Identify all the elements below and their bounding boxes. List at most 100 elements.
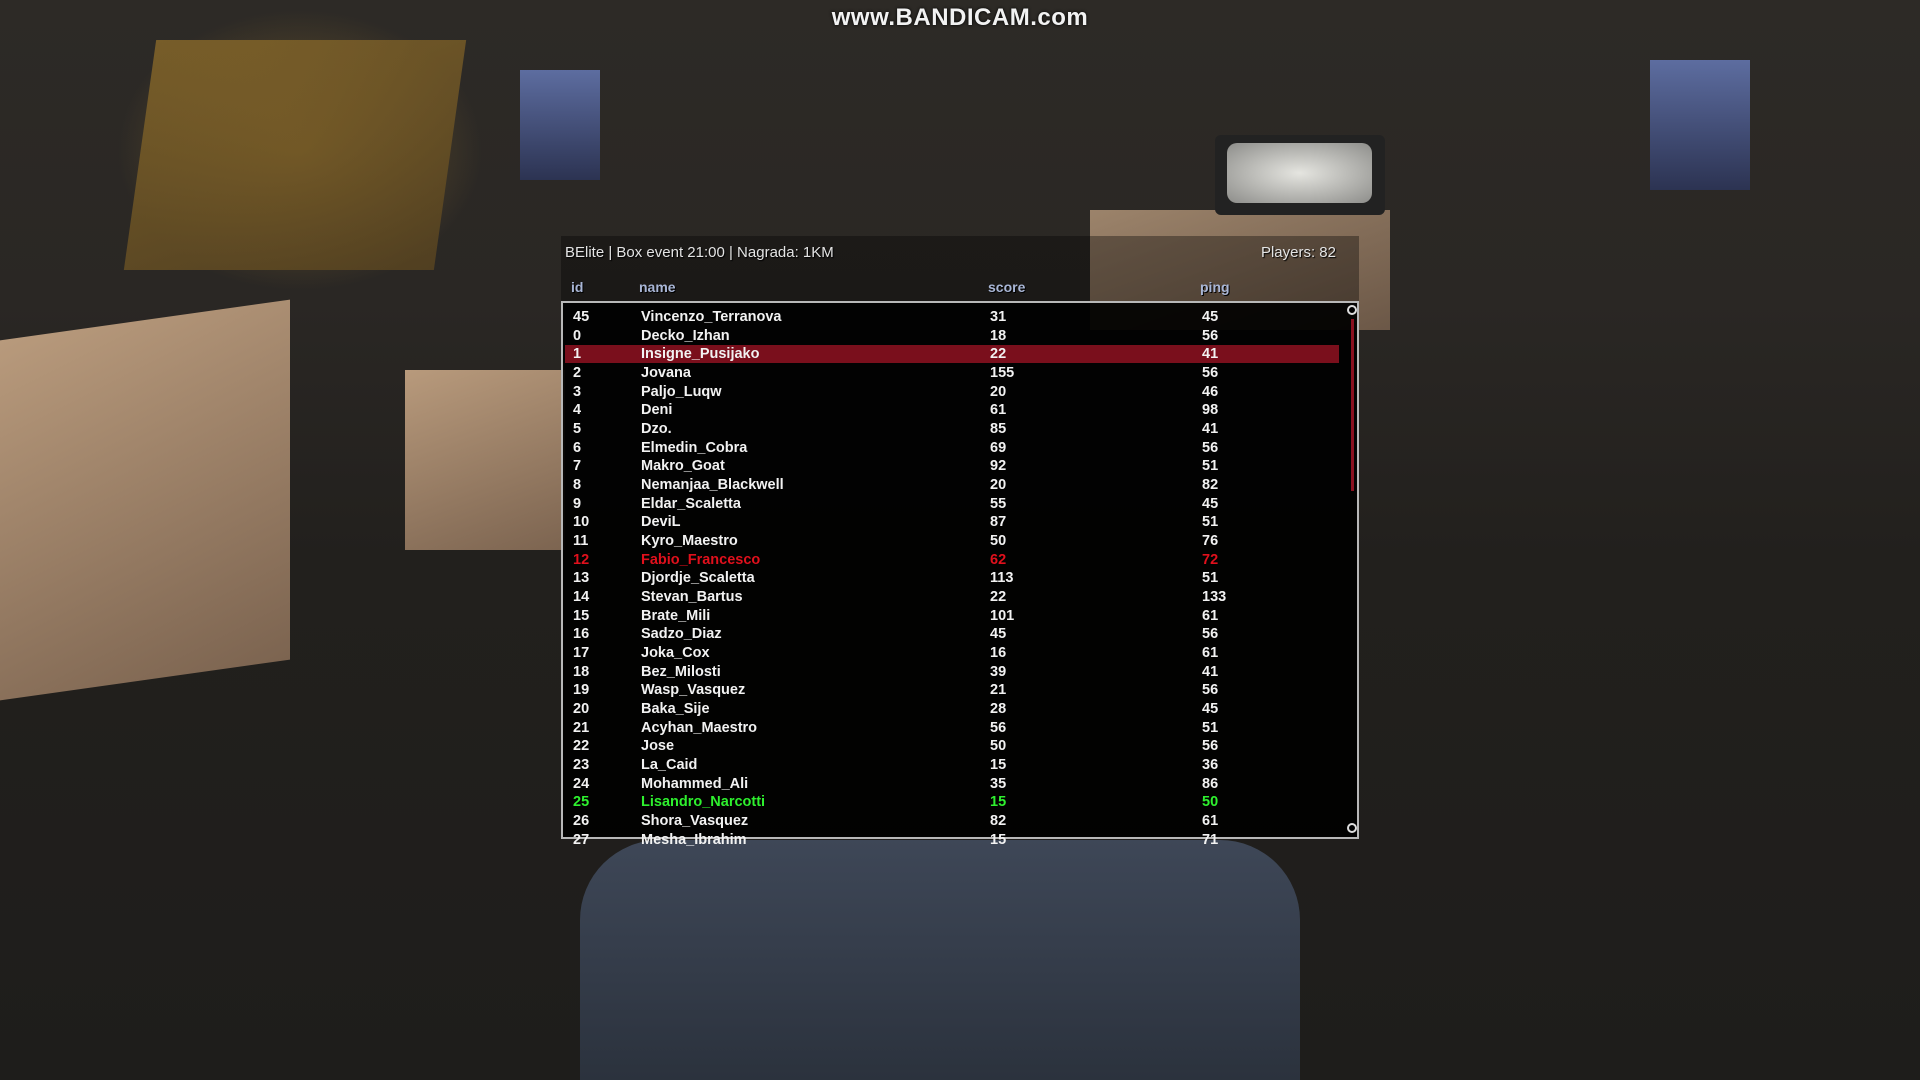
player-ping: 98 <box>1202 402 1219 419</box>
player-id: 20 <box>573 701 590 718</box>
player-row[interactable]: 24 Mohammed_Ali 35 86 <box>565 775 1339 793</box>
player-score: 56 <box>990 719 1007 736</box>
scroll-up-button[interactable] <box>1347 305 1357 315</box>
player-row[interactable]: 7 Makro_Goat 92 51 <box>565 457 1339 475</box>
player-ping: 56 <box>1202 365 1219 381</box>
player-id: 18 <box>573 663 590 680</box>
player-score: 28 <box>990 701 1007 718</box>
scrollbar-thumb[interactable] <box>1351 319 1354 491</box>
player-name: Decko_Izhan <box>641 327 730 344</box>
player-id: 23 <box>573 757 590 774</box>
player-id: 3 <box>573 383 582 400</box>
player-name: Jose <box>641 738 675 755</box>
player-row[interactable]: 22 Jose 50 56 <box>565 737 1339 755</box>
player-row[interactable]: 1 Insigne_Pusijako 22 41 <box>565 345 1339 364</box>
player-count: Players: 82 <box>1260 244 1336 261</box>
player-row[interactable]: 8 Nemanjaa_Blackwell 20 82 <box>565 476 1339 494</box>
player-score: 39 <box>990 663 1007 680</box>
player-id: 6 <box>573 439 582 456</box>
player-id: 7 <box>573 458 582 475</box>
player-score: 22 <box>990 346 1007 363</box>
player-name: Makro_Goat <box>641 458 725 475</box>
bandicam-watermark: www.BANDICAM.com <box>831 4 1089 31</box>
player-row[interactable]: 27 Mesha_Ibrahim 15 71 <box>565 831 1339 849</box>
player-row[interactable]: 6 Elmedin_Cobra 69 56 <box>565 439 1339 457</box>
player-row[interactable]: 26 Shora_Vasquez 82 61 <box>565 812 1339 830</box>
player-row[interactable]: 11 Kyro_Maestro 50 76 <box>565 532 1339 550</box>
crate <box>405 370 565 550</box>
column-header-id[interactable]: id <box>571 279 584 295</box>
player-name: Stevan_Bartus <box>641 589 743 606</box>
column-header-score[interactable]: score <box>988 279 1026 295</box>
player-name: Sadzo_Diaz <box>641 626 722 643</box>
player-row[interactable]: 17 Joka_Cox 16 61 <box>565 644 1339 662</box>
player-name: Paljo_Luqw <box>641 383 722 400</box>
player-ping: 36 <box>1202 757 1219 774</box>
player-row[interactable]: 15 Brate_Mili 101 61 <box>565 607 1339 625</box>
player-ping: 45 <box>1202 495 1219 512</box>
player-name: Nemanjaa_Blackwell <box>641 477 784 494</box>
player-id: 16 <box>573 626 590 643</box>
player-id: 8 <box>573 477 582 494</box>
player-ping: 46 <box>1202 383 1219 400</box>
player-id: 10 <box>573 514 590 531</box>
player-name: Insigne_Pusijako <box>641 346 760 363</box>
player-ping: 56 <box>1202 738 1219 755</box>
player-score: 92 <box>990 458 1007 475</box>
player-list[interactable]: 45 Vincenzo_Terranova 31 45 0 Decko_Izhan 18 56… <box>561 301 1359 848</box>
player-row[interactable]: 20 Baka_Sije 28 45 <box>565 700 1339 718</box>
player-id: 27 <box>573 831 590 848</box>
player-score: 69 <box>990 439 1007 456</box>
player-row[interactable]: 19 Wasp_Vasquez 21 56 <box>565 681 1339 699</box>
lit-wall <box>123 40 467 270</box>
player-score: 31 <box>990 309 1007 325</box>
player-score: 15 <box>990 794 1007 811</box>
player-ping: 71 <box>1202 831 1219 848</box>
player-id: 14 <box>573 589 590 606</box>
player-row[interactable]: 23 La_Caid 15 36 <box>565 756 1339 774</box>
player-score: 22 <box>990 589 1007 606</box>
player-score: 50 <box>990 533 1007 550</box>
player-id: 21 <box>573 719 590 736</box>
player-score: 155 <box>990 365 1015 381</box>
player-ping: 51 <box>1202 514 1219 531</box>
player-row[interactable]: 25 Lisandro_Narcotti 15 50 <box>565 793 1339 811</box>
player-ping: 61 <box>1202 607 1219 624</box>
player-ping: 51 <box>1202 570 1219 587</box>
player-row[interactable]: 4 Deni 61 98 <box>565 401 1339 419</box>
player-row[interactable]: 16 Sadzo_Diaz 45 56 <box>565 625 1339 643</box>
player-row[interactable]: 0 Decko_Izhan 18 56 <box>565 327 1339 345</box>
player-ping: 61 <box>1202 813 1219 830</box>
player-ping: 56 <box>1202 682 1219 699</box>
television <box>1215 135 1385 215</box>
player-ping: 41 <box>1202 346 1219 363</box>
player-id: 5 <box>573 421 582 438</box>
window <box>1650 60 1750 190</box>
player-score: 62 <box>990 551 1007 568</box>
player-row[interactable]: 3 Paljo_Luqw 20 46 <box>565 383 1339 401</box>
player-row[interactable]: 21 Acyhan_Maestro 56 51 <box>565 719 1339 737</box>
player-id: 9 <box>573 495 582 512</box>
player-name: Baka_Sije <box>641 701 710 718</box>
player-name: Wasp_Vasquez <box>641 682 746 699</box>
player-row[interactable]: 45 Vincenzo_Terranova 31 45 <box>565 308 1339 326</box>
player-row[interactable]: 5 Dzo. 85 41 <box>565 420 1339 438</box>
scroll-down-button[interactable] <box>1347 823 1357 833</box>
player-row[interactable]: 14 Stevan_Bartus 22 133 <box>565 588 1339 606</box>
player-name: Mesha_Ibrahim <box>641 831 747 848</box>
column-header-name[interactable]: name <box>639 279 676 295</box>
player-row[interactable]: 2 Jovana 155 56 <box>565 364 1339 382</box>
player-score: 16 <box>990 645 1007 662</box>
player-name: Djordje_Scaletta <box>641 570 755 587</box>
player-row[interactable]: 13 Djordje_Scaletta 113 51 <box>565 569 1339 587</box>
player-ping: 56 <box>1202 327 1219 344</box>
player-id: 2 <box>573 365 582 381</box>
player-row[interactable]: 9 Eldar_Scaletta 55 45 <box>565 495 1339 513</box>
column-header-ping[interactable]: ping <box>1200 279 1230 295</box>
player-id: 25 <box>573 794 590 811</box>
player-row[interactable]: 10 DeviL 87 51 <box>565 513 1339 531</box>
player-row[interactable]: 12 Fabio_Francesco 62 72 <box>565 551 1339 569</box>
player-score: 18 <box>990 327 1007 344</box>
player-row[interactable]: 18 Bez_Milosti 39 41 <box>565 663 1339 681</box>
player-name: Eldar_Scaletta <box>641 495 741 512</box>
